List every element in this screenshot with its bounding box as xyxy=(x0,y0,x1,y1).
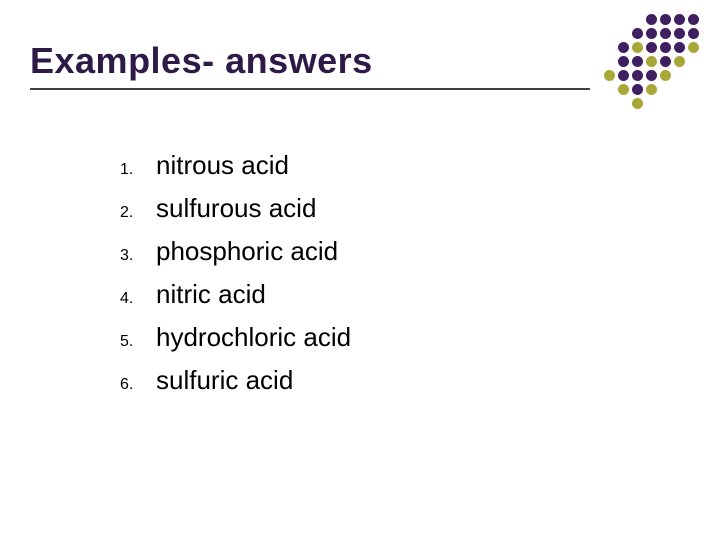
decor-dot xyxy=(618,14,629,25)
decor-dot xyxy=(674,56,685,67)
list-number: 2. xyxy=(120,204,156,222)
decor-dot xyxy=(618,70,629,81)
decor-dot xyxy=(674,14,685,25)
decor-dot xyxy=(632,42,643,53)
list-text: sulfuric acid xyxy=(156,365,293,396)
decor-dot xyxy=(646,14,657,25)
decor-dot xyxy=(646,70,657,81)
answers-list: 1.nitrous acid 2.sulfurous acid 3.phosphor… xyxy=(120,150,690,396)
decor-dot xyxy=(604,98,615,109)
decor-dot xyxy=(632,84,643,95)
decor-dot xyxy=(660,14,671,25)
list-item: 4.nitric acid xyxy=(120,279,690,310)
decor-dot xyxy=(660,98,671,109)
decor-dot xyxy=(660,28,671,39)
list-item: 2.sulfurous acid xyxy=(120,193,690,224)
list-text: nitric acid xyxy=(156,279,266,310)
list-item: 3.phosphoric acid xyxy=(120,236,690,267)
list-number: 1. xyxy=(120,161,156,179)
decor-dot xyxy=(632,70,643,81)
slide: Examples- answers 1.nitrous acid2.sulfur… xyxy=(0,0,720,540)
list-item: 5.hydrochloric acid xyxy=(120,322,690,353)
decor-dot xyxy=(618,42,629,53)
decor-dot xyxy=(688,70,699,81)
decor-dot xyxy=(688,28,699,39)
decor-dot xyxy=(660,70,671,81)
decor-dot xyxy=(646,42,657,53)
decor-dot xyxy=(660,56,671,67)
decor-dot xyxy=(604,56,615,67)
decor-dot xyxy=(604,84,615,95)
decor-dot xyxy=(618,84,629,95)
decor-dot xyxy=(604,14,615,25)
decor-dot xyxy=(646,84,657,95)
decor-dot xyxy=(618,56,629,67)
list-item: 6.sulfuric acid xyxy=(120,365,690,396)
decor-dot xyxy=(674,42,685,53)
decor-dot xyxy=(604,70,615,81)
decor-dot xyxy=(660,84,671,95)
list-number: 6. xyxy=(120,376,156,394)
decor-dot xyxy=(632,98,643,109)
decor-dot xyxy=(632,14,643,25)
page-title: Examples- answers xyxy=(30,40,590,82)
decor-dot xyxy=(660,42,671,53)
decor-dot xyxy=(674,70,685,81)
decor-dot xyxy=(632,28,643,39)
list-item: 1.nitrous acid xyxy=(120,150,690,181)
list-number: 4. xyxy=(120,290,156,308)
list-text: sulfurous acid xyxy=(156,193,316,224)
decor-dot xyxy=(646,28,657,39)
decor-dot xyxy=(688,14,699,25)
list-number: 3. xyxy=(120,247,156,265)
decor-dot xyxy=(674,98,685,109)
title-wrap: Examples- answers xyxy=(30,40,590,90)
list-text: hydrochloric acid xyxy=(156,322,351,353)
decor-dot xyxy=(604,28,615,39)
decor-dot xyxy=(674,28,685,39)
decor-dot xyxy=(688,98,699,109)
decor-dot xyxy=(618,98,629,109)
decor-dot xyxy=(618,28,629,39)
decor-dot xyxy=(688,42,699,53)
list-text: nitrous acid xyxy=(156,150,289,181)
decor-dot xyxy=(604,42,615,53)
decor-dot xyxy=(688,84,699,95)
decor-dot xyxy=(646,98,657,109)
list-number: 5. xyxy=(120,333,156,351)
decor-dot xyxy=(688,56,699,67)
list-text: phosphoric acid xyxy=(156,236,338,267)
decor-dot xyxy=(632,56,643,67)
decor-dot xyxy=(674,84,685,95)
decor-dots xyxy=(604,14,702,112)
decor-dot xyxy=(646,56,657,67)
